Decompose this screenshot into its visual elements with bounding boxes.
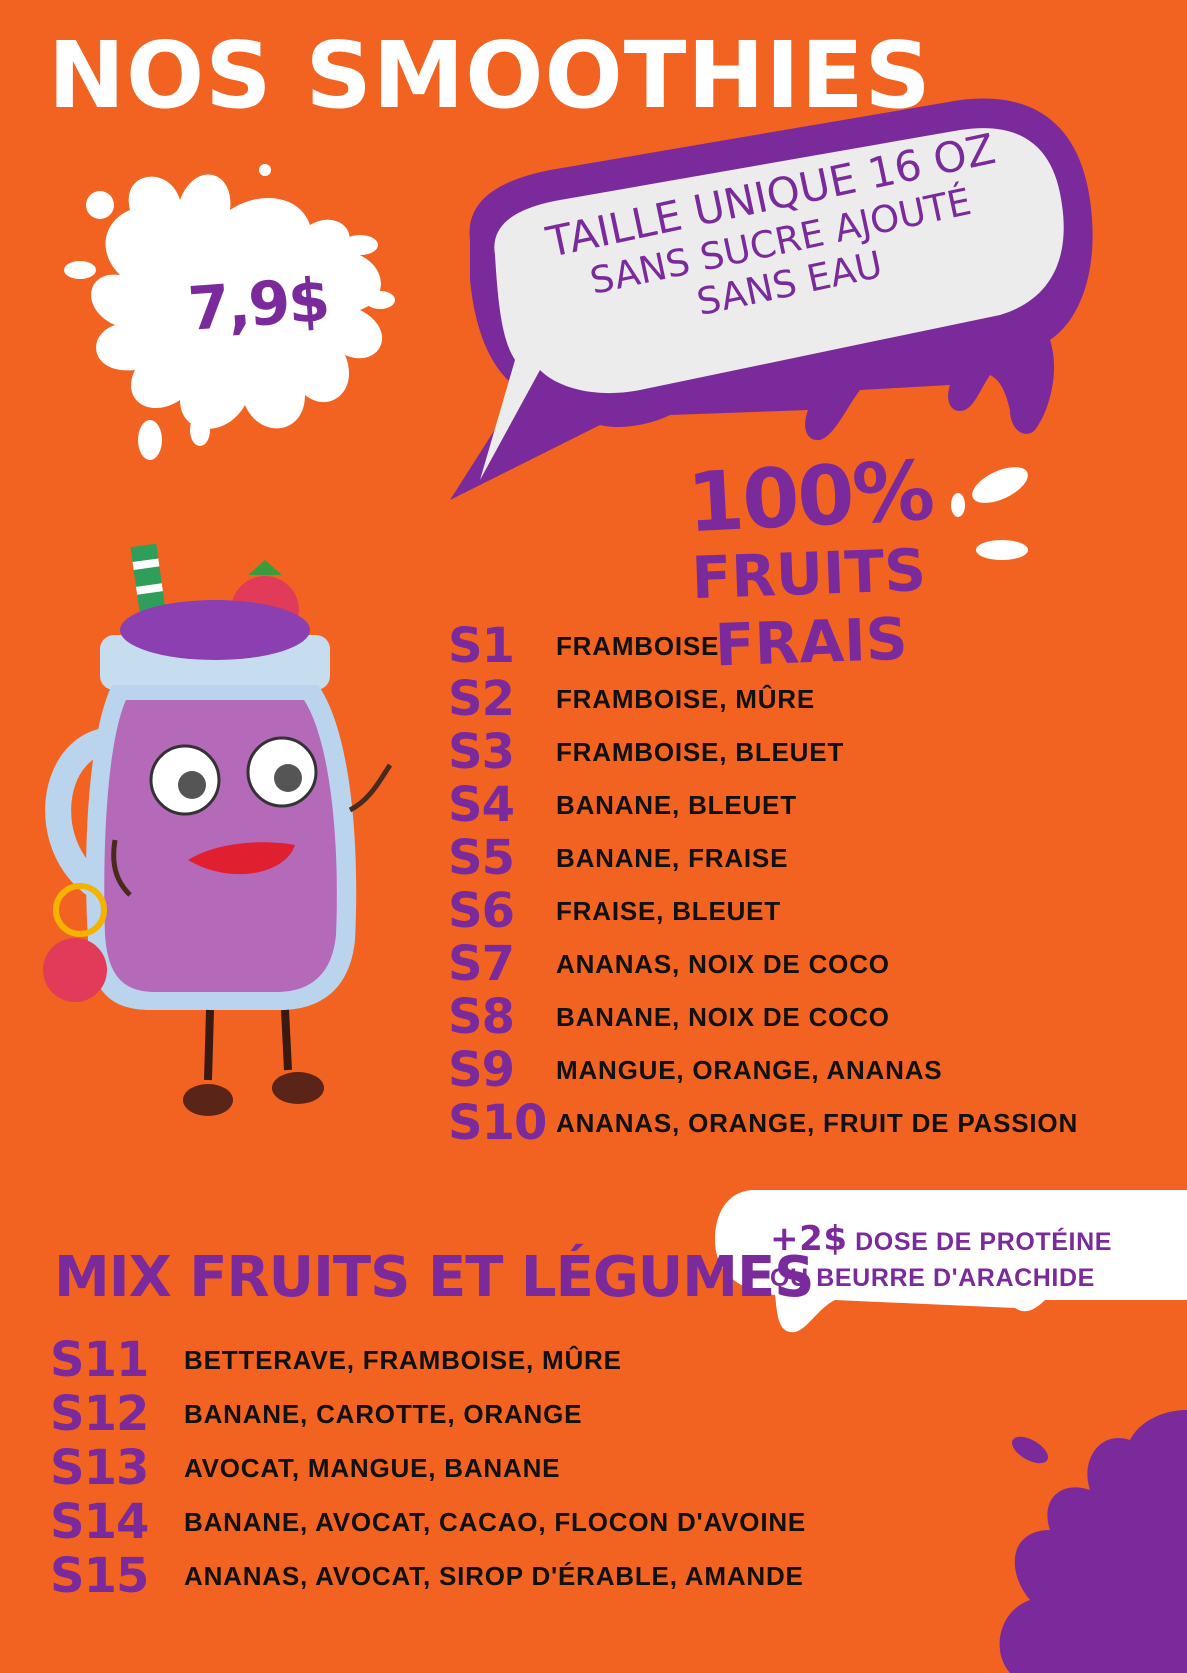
menu-item: S3 FRAMBOISE, BLEUET bbox=[448, 724, 844, 780]
speech-bubble-graphic bbox=[450, 98, 1093, 501]
mix-section-title: MIX FRUITS ET LÉGUMES bbox=[54, 1245, 815, 1310]
promo-amount: +2$ bbox=[770, 1219, 848, 1259]
item-description: FRAMBOISE, BLEUET bbox=[556, 736, 845, 767]
item-code: S7 bbox=[448, 936, 515, 992]
menu-item: S12 BANANE, CAROTTE, ORANGE bbox=[50, 1386, 582, 1442]
item-description: BANANE, NOIX DE COCO bbox=[556, 1001, 890, 1032]
menu-item: S10 ANANAS, ORANGE, FRUIT DE PASSION bbox=[448, 1095, 1078, 1151]
item-description: BANANE, FRAISE bbox=[556, 842, 789, 873]
menu-item: S2 FRAMBOISE, MÛRE bbox=[448, 671, 815, 727]
price-splash-graphic bbox=[64, 164, 395, 460]
item-description: ANANAS, NOIX DE COCO bbox=[556, 948, 890, 979]
item-description: BANANE, AVOCAT, CACAO, FLOCON D'AVOINE bbox=[184, 1506, 807, 1537]
item-description: FRAISE, BLEUET bbox=[556, 895, 781, 926]
menu-item: S14 BANANE, AVOCAT, CACAO, FLOCON D'AVOI… bbox=[50, 1494, 806, 1550]
item-code: S1 bbox=[448, 618, 515, 674]
item-description: BANANE, CAROTTE, ORANGE bbox=[184, 1398, 583, 1429]
menu-item: S4 BANANE, BLEUET bbox=[448, 777, 797, 833]
item-code: S6 bbox=[448, 883, 515, 939]
item-description: BETTERAVE, FRAMBOISE, MÛRE bbox=[184, 1344, 622, 1375]
item-description: BANANE, BLEUET bbox=[556, 789, 797, 820]
menu-item: S9 MANGUE, ORANGE, ANANAS bbox=[448, 1042, 942, 1098]
menu-item: S15 ANANAS, AVOCAT, SIROP D'ÉRABLE, AMAN… bbox=[50, 1548, 804, 1604]
item-description: ANANAS, ORANGE, FRUIT DE PASSION bbox=[556, 1107, 1079, 1138]
small-splash-graphic bbox=[951, 467, 1028, 560]
promo-text: +2$ DOSE DE PROTÉINE OU BEURRE D'ARACHID… bbox=[770, 1218, 1112, 1294]
item-code: S15 bbox=[50, 1548, 149, 1604]
item-code: S3 bbox=[448, 724, 515, 780]
item-code: S2 bbox=[448, 671, 515, 727]
item-description: FRAMBOISE, MÛRE bbox=[556, 683, 815, 714]
item-code: S11 bbox=[50, 1332, 149, 1388]
smoothie-mascot-graphic bbox=[43, 543, 393, 1116]
menu-item: S1 FRAMBOISE bbox=[448, 618, 719, 674]
menu-item: S7 ANANAS, NOIX DE COCO bbox=[448, 936, 890, 992]
page-title: NOS SMOOTHIES bbox=[48, 22, 932, 129]
menu-item: S5 BANANE, FRAISE bbox=[448, 830, 788, 886]
item-code: S10 bbox=[448, 1095, 547, 1151]
promo-line1: DOSE DE PROTÉINE bbox=[855, 1228, 1113, 1256]
price-label: 7,9$ bbox=[185, 265, 331, 345]
menu-item: S8 BANANE, NOIX DE COCO bbox=[448, 989, 890, 1045]
item-code: S12 bbox=[50, 1386, 149, 1442]
item-code: S13 bbox=[50, 1440, 149, 1496]
menu-item: S11 BETTERAVE, FRAMBOISE, MÛRE bbox=[50, 1332, 622, 1388]
item-code: S8 bbox=[448, 989, 515, 1045]
item-code: S14 bbox=[50, 1494, 149, 1550]
menu-item: S6 FRAISE, BLEUET bbox=[448, 883, 781, 939]
item-description: ANANAS, AVOCAT, SIROP D'ÉRABLE, AMANDE bbox=[184, 1560, 804, 1591]
item-description: FRAMBOISE bbox=[556, 630, 720, 661]
item-description: MANGUE, ORANGE, ANANAS bbox=[556, 1054, 943, 1085]
item-code: S9 bbox=[448, 1042, 515, 1098]
promo-line2: OU BEURRE D'ARACHIDE bbox=[770, 1263, 1095, 1292]
item-description: AVOCAT, MANGUE, BANANE bbox=[184, 1452, 561, 1483]
item-code: S5 bbox=[448, 830, 515, 886]
item-code: S4 bbox=[448, 777, 515, 833]
menu-item: S13 AVOCAT, MANGUE, BANANE bbox=[50, 1440, 560, 1496]
purple-splash-graphic bbox=[999, 1410, 1187, 1673]
promo-box-graphic bbox=[715, 1190, 1187, 1333]
